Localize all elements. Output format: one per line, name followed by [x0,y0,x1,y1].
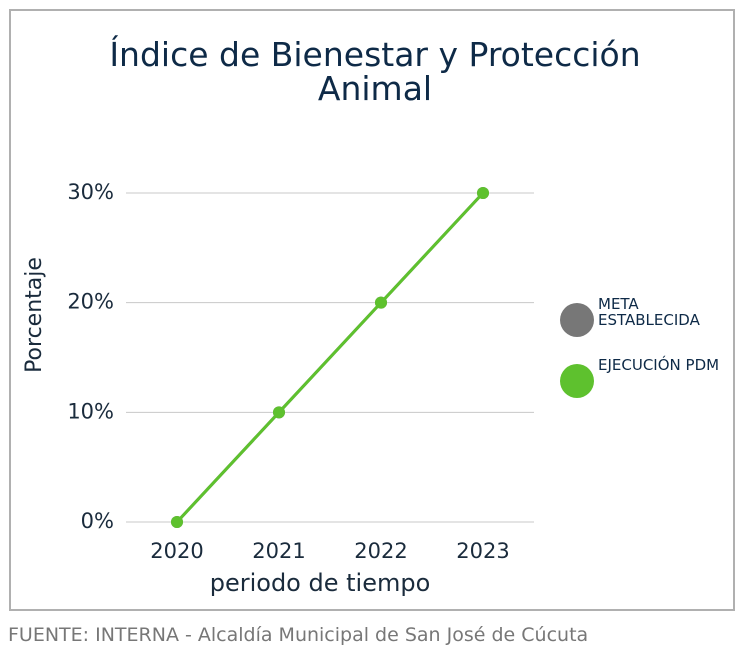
data-point [273,406,285,419]
chart-title: Índice de Bienestar y Protección Animal [109,35,641,108]
legend-label: META ESTABLECIDA [598,295,700,329]
y-tick-label: 30% [67,180,114,204]
x-axis-label: periodo de tiempo [210,569,431,597]
legend-label: EJECUCIÓN PDM [598,356,720,374]
series-line [175,191,485,524]
data-point [477,187,489,199]
x-tick-label: 2022 [354,539,407,563]
data-point [375,296,387,309]
data-point [171,516,183,528]
x-tick-label: 2021 [252,539,305,563]
source-note: FUENTE: INTERNA - Alcaldía Municipal de … [8,624,589,646]
y-tick-label: 0% [81,509,114,533]
x-tick-label: 2020 [150,539,203,563]
legend-swatch [560,364,594,398]
legend-swatch [560,303,594,337]
y-axis-label: Porcentaje [22,257,47,373]
y-tick-label: 10% [67,399,114,423]
x-tick-label: 2023 [456,539,509,563]
frame [9,9,735,611]
y-tick-label: 20% [67,290,114,314]
